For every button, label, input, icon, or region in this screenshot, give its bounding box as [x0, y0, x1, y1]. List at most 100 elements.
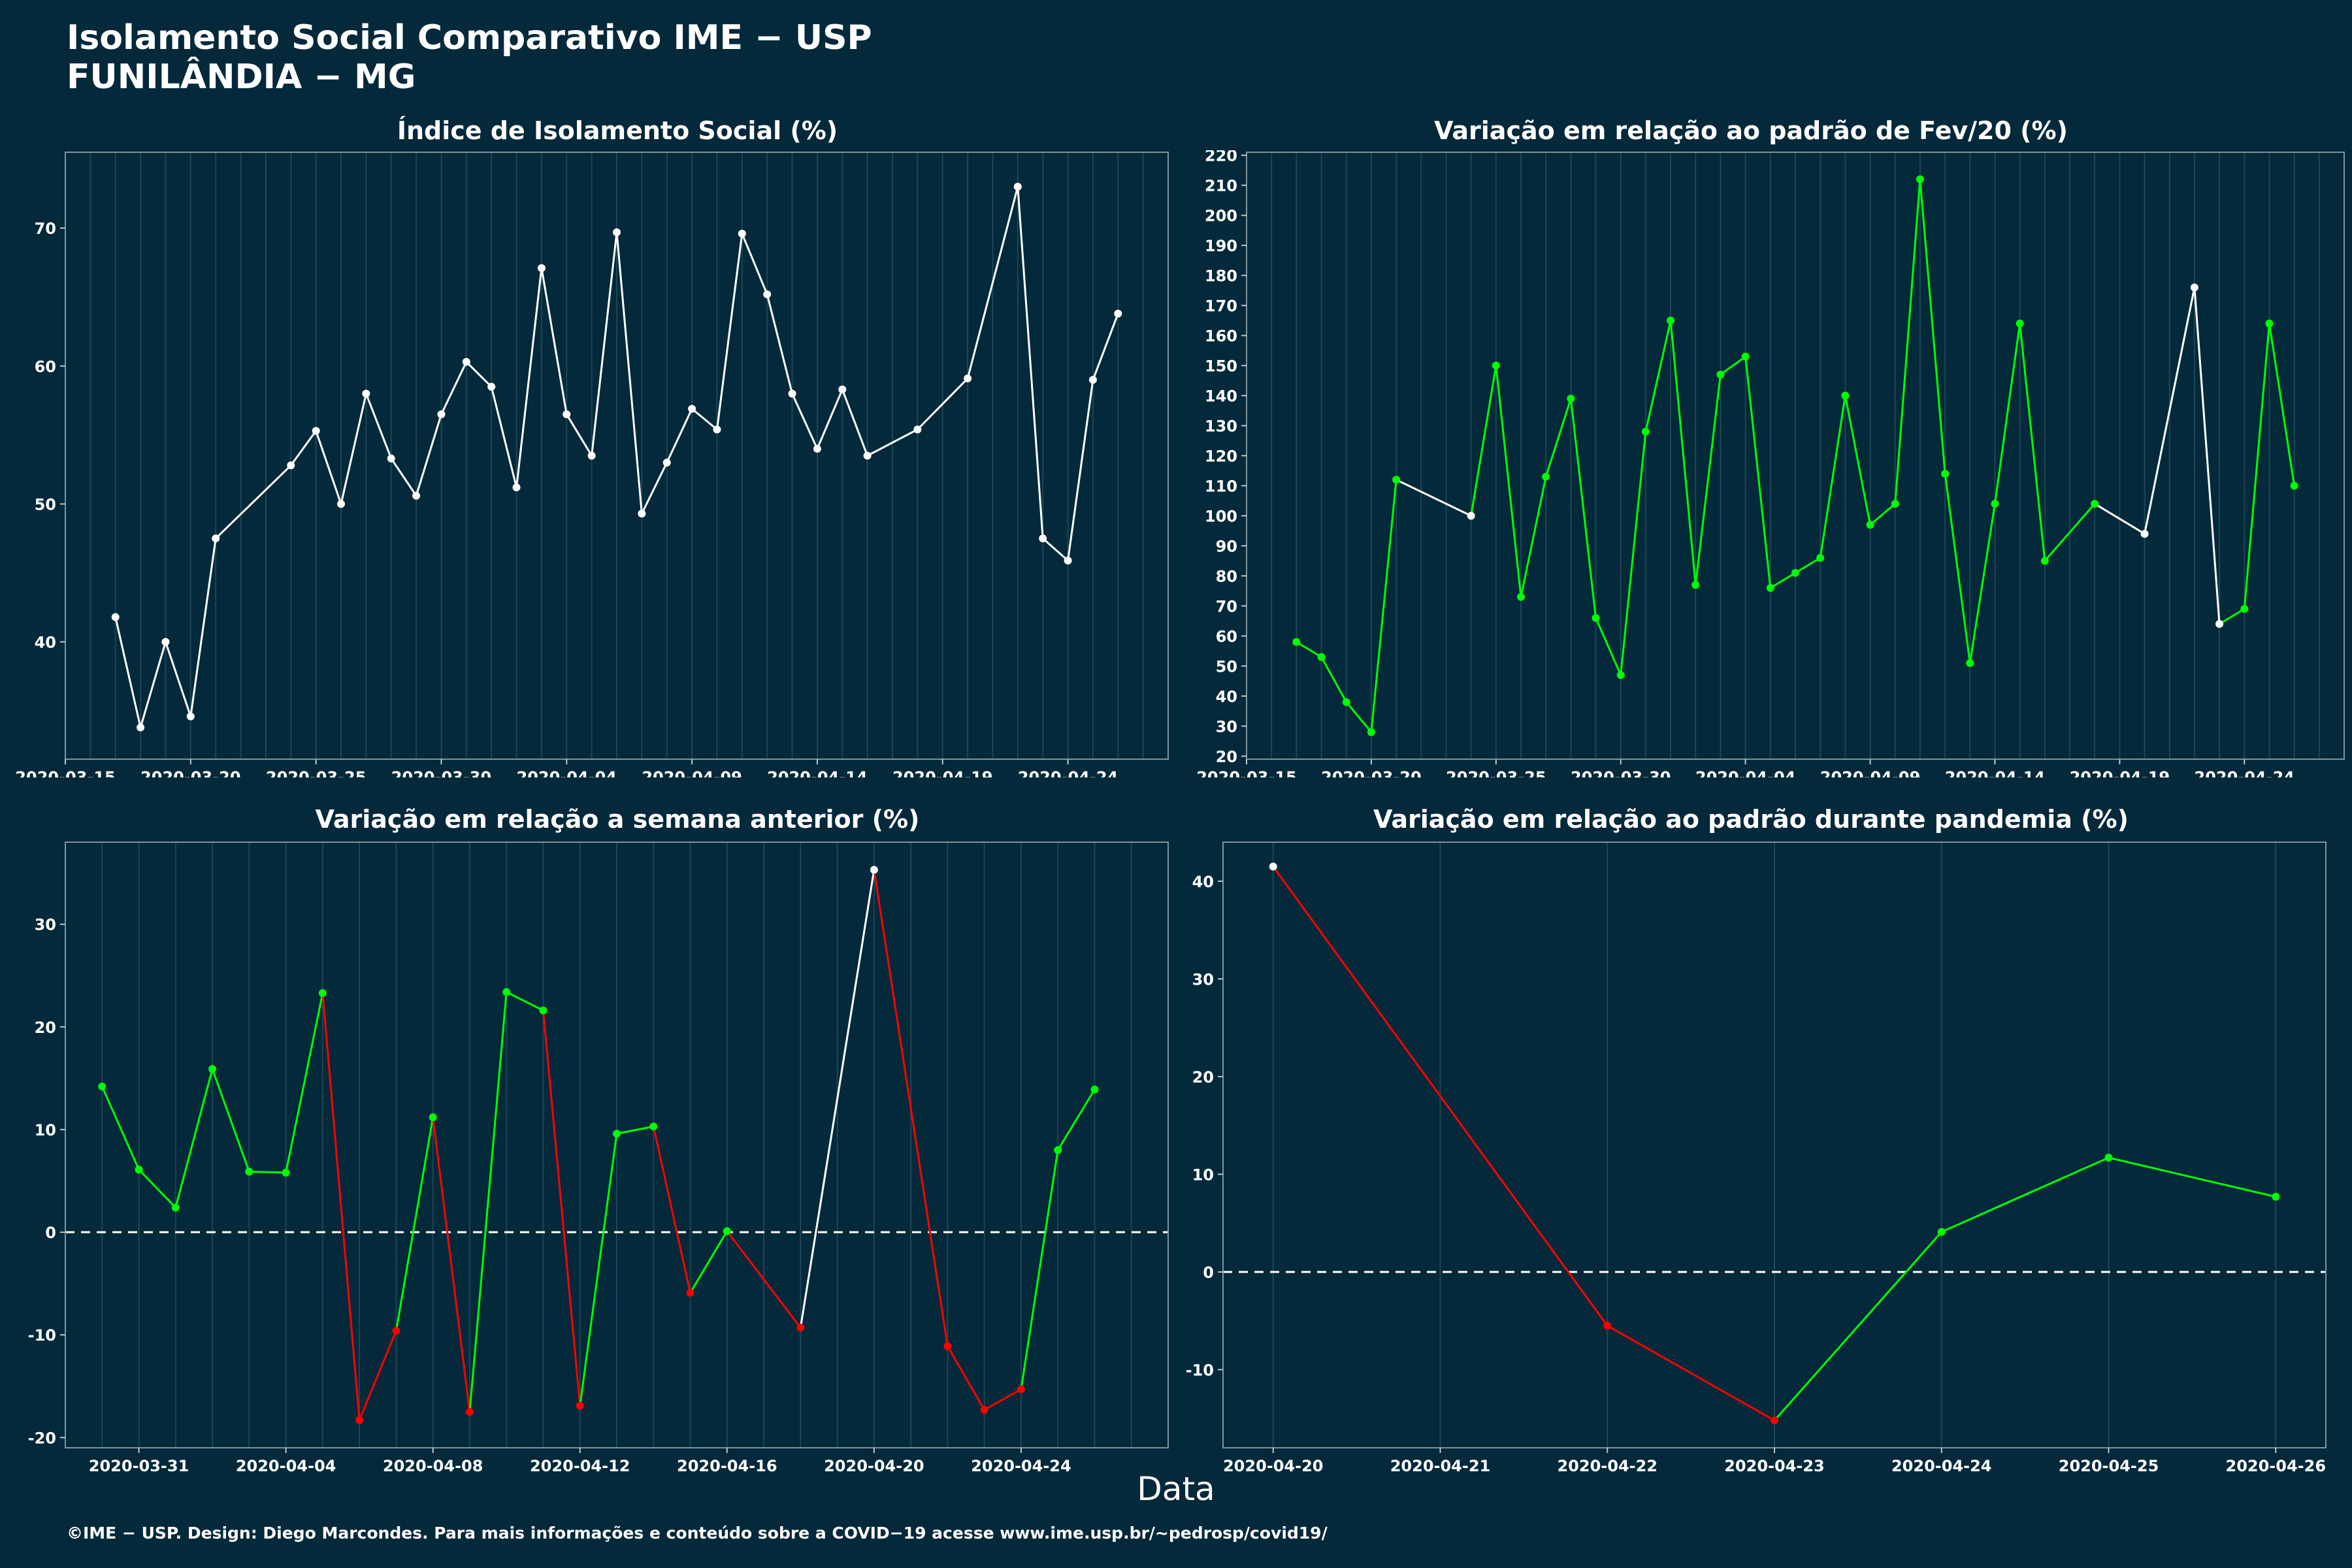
series-segment — [1056, 1088, 1096, 1151]
x-axis-label: Data — [1137, 1470, 1215, 1508]
data-point — [870, 866, 878, 874]
series-segment — [715, 233, 743, 430]
chart-isolation-index: 40 50 60 70 2020-03-15 2020-03-20 2020-03-25 20… — [15, 152, 1169, 777]
series-segment — [1993, 323, 2021, 504]
data-point — [355, 1416, 364, 1424]
data-point — [171, 1203, 180, 1212]
data-point — [1991, 500, 1999, 508]
data-point — [1716, 370, 1725, 379]
series-segment — [1544, 398, 1572, 478]
data-point — [208, 1065, 217, 1073]
series-segment — [1819, 395, 1846, 559]
data-point — [838, 385, 847, 394]
series-segment — [2219, 608, 2246, 625]
series-segment — [415, 414, 442, 497]
data-point — [212, 534, 220, 543]
data-point — [686, 1288, 694, 1297]
data-point — [913, 425, 922, 434]
series-segment — [1968, 503, 1996, 664]
series-segment — [390, 457, 417, 497]
series-segment — [1669, 320, 1697, 585]
series-segment — [290, 430, 317, 466]
data-point — [465, 1408, 474, 1416]
x-tick-label: 2020-04-24 — [1891, 1457, 1992, 1475]
y-tick-label: 10 — [35, 1121, 56, 1139]
series-segment — [321, 992, 361, 1420]
series-segment — [1919, 179, 1946, 474]
y-tick-label: 50 — [35, 495, 56, 514]
figure-header: Isolamento Social Comparativo IME − USP … — [67, 18, 872, 97]
data-point — [1517, 593, 1525, 601]
x-tick-label: 2020-04-04 — [236, 1457, 336, 1475]
data-point — [245, 1168, 253, 1176]
data-point — [943, 1342, 952, 1350]
data-point — [392, 1326, 400, 1335]
series-segment — [1694, 374, 1722, 585]
series-segment — [691, 408, 718, 431]
x-tick-label: 2020-04-22 — [1557, 1457, 1658, 1475]
series-segment — [315, 431, 342, 504]
series-segment — [114, 617, 142, 728]
series-segment — [2243, 323, 2270, 610]
data-point — [1269, 862, 1277, 871]
data-point — [563, 410, 571, 419]
y-tick-label: 40 — [35, 634, 56, 652]
y-tick-label: 30 — [35, 916, 56, 934]
x-tick-label: 2020-04-16 — [677, 1457, 777, 1475]
series-segment — [1272, 866, 1609, 1326]
series-segment — [1720, 355, 1746, 376]
data-point — [1603, 1322, 1612, 1330]
data-point — [1342, 698, 1350, 706]
x-tick-label: 2020-03-15 — [1196, 768, 1297, 777]
series-segment — [726, 1230, 802, 1329]
series-segment — [1770, 572, 1796, 589]
chart-variation-week: -20 -10 0 10 20 30 2020-03-31 2020-04-04 2020-04… — [28, 841, 1169, 1475]
data-point — [587, 451, 596, 460]
series-segment — [947, 1345, 985, 1411]
series-segment — [1744, 356, 1772, 589]
x-tick-label: 2020-04-14 — [767, 768, 868, 777]
series-segment — [285, 992, 324, 1173]
series-segment — [1520, 476, 1547, 597]
data-point — [1039, 534, 1047, 543]
series-segment — [138, 1169, 176, 1209]
series-segment — [689, 1230, 728, 1294]
series-segment — [139, 642, 167, 728]
series-segment — [799, 870, 875, 1328]
x-tick-label: 2020-04-24 — [971, 1457, 1071, 1475]
series-segment — [465, 361, 493, 387]
series-segment — [2193, 287, 2221, 625]
y-tick-label: 210 — [1205, 177, 1237, 195]
data-point — [1017, 1385, 1025, 1394]
chart-variation-pandemic: -10 0 10 20 30 40 2020-04-20 2020-04-21 2020-04-… — [1186, 841, 2327, 1475]
panel-title-variation-pandemic: Variação em relação ao padrão durante pa… — [1373, 805, 2129, 834]
y-tick-label: 40 — [1216, 687, 1237, 706]
y-tick-label: 30 — [1216, 717, 1237, 736]
series-segment — [468, 992, 508, 1413]
series-segment — [766, 294, 793, 394]
x-tick-label: 2020-04-20 — [1223, 1457, 1324, 1475]
y-tick-label: 60 — [35, 357, 56, 376]
series-segment — [1595, 617, 1622, 676]
figure-subtitle: FUNILÂNDIA − MG — [67, 57, 416, 97]
data-point — [1492, 361, 1500, 370]
data-point — [1542, 472, 1550, 481]
series-segment — [652, 1126, 691, 1294]
x-tick-label: 2020-03-15 — [15, 768, 116, 777]
x-tick-label: 2020-04-09 — [1820, 768, 1921, 777]
data-point — [1367, 728, 1375, 736]
data-point — [2016, 319, 2024, 328]
series-segment — [358, 1330, 397, 1421]
data-point — [312, 427, 320, 435]
data-point — [980, 1405, 988, 1414]
panel-title-isolation-index: Índice de Isolamento Social (%) — [397, 116, 838, 145]
y-tick-label: 90 — [1216, 537, 1237, 555]
y-tick-label: 20 — [1192, 1068, 1214, 1086]
data-point — [738, 229, 746, 238]
data-point — [1791, 568, 1799, 577]
series-segment — [1495, 365, 1522, 597]
data-point — [1054, 1146, 1062, 1154]
data-point — [763, 290, 772, 299]
data-point — [337, 500, 345, 508]
series-segment — [2268, 323, 2296, 486]
